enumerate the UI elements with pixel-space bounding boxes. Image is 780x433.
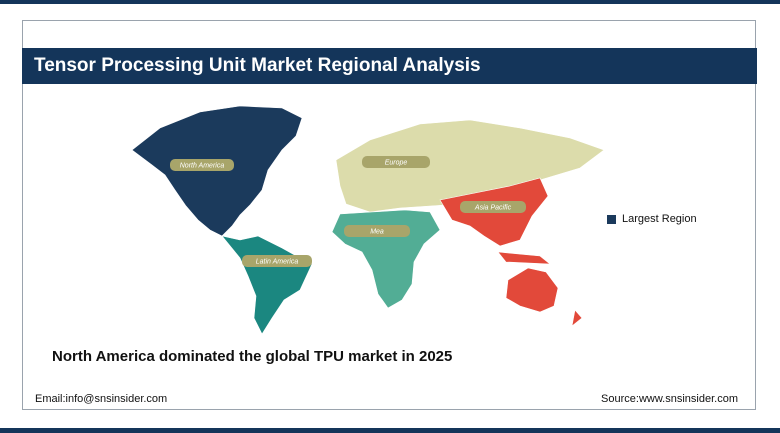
legend-label: Largest Region [622,213,697,225]
top-bar [0,0,780,4]
region-label: North America [180,162,225,169]
region-label: Mea [370,228,384,235]
title: Tensor Processing Unit Market Regional A… [22,48,757,84]
region-label: Latin America [256,258,299,265]
region-asia-pacific [571,309,583,327]
label-box [344,225,410,237]
region-asia-pacific [505,267,559,313]
label-box [362,156,430,168]
label-box [460,201,526,213]
legend: Largest Region [607,213,697,225]
label-box [170,159,234,171]
label-box [242,255,312,267]
region-labels: North America Europe Asia Pacific Mea La… [170,156,526,267]
region-latin-america [221,235,313,335]
bottom-bar [0,428,780,433]
region-asia-pacific [497,251,551,265]
legend-swatch [607,214,616,224]
email: Email:info@snsinsider.com [35,393,168,405]
card [22,20,756,410]
region-mea [331,209,441,309]
source: Source:www.snsinsider.com [601,393,738,405]
region-label: Europe [385,159,408,166]
region-label: Asia Pacific [474,204,512,211]
headline: North America dominated the global TPU m… [52,348,453,365]
